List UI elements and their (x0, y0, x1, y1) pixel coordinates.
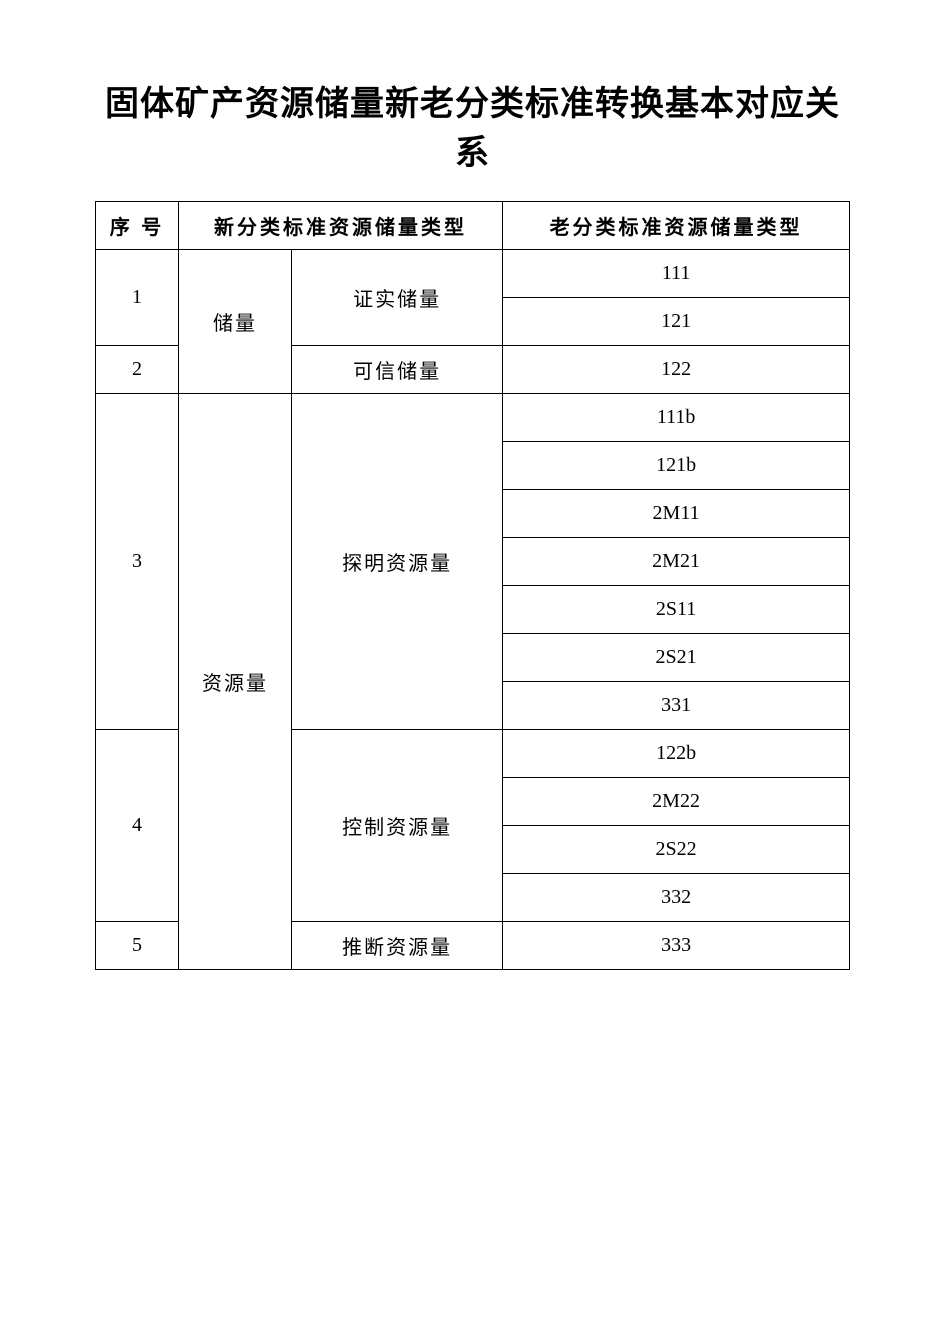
category-reserve: 储量 (178, 249, 291, 393)
table-row: 1 储量 证实储量 111 (96, 249, 850, 297)
code-cell: 2M21 (503, 537, 850, 585)
code-cell: 121b (503, 441, 850, 489)
header-old-type: 老分类标准资源储量类型 (503, 201, 850, 249)
code-cell: 2M11 (503, 489, 850, 537)
code-cell: 111 (503, 249, 850, 297)
code-cell: 2M22 (503, 777, 850, 825)
seq-cell: 5 (96, 921, 179, 969)
code-cell: 2S11 (503, 585, 850, 633)
subtype-proved-reserve: 证实储量 (292, 249, 503, 345)
seq-cell: 1 (96, 249, 179, 345)
document-page: 固体矿产资源储量新老分类标准转换基本对应关系 序 号 新分类标准资源储量类型 老… (0, 0, 945, 970)
code-cell: 2S21 (503, 633, 850, 681)
mapping-table: 序 号 新分类标准资源储量类型 老分类标准资源储量类型 1 储量 证实储量 11… (95, 201, 850, 970)
page-title: 固体矿产资源储量新老分类标准转换基本对应关系 (95, 80, 850, 179)
code-cell: 121 (503, 297, 850, 345)
header-seq: 序 号 (96, 201, 179, 249)
table-row: 3 资源量 探明资源量 111b (96, 393, 850, 441)
code-cell: 2S22 (503, 825, 850, 873)
code-cell: 111b (503, 393, 850, 441)
code-cell: 332 (503, 873, 850, 921)
subtype-controlled-resource: 控制资源量 (292, 729, 503, 921)
seq-cell: 2 (96, 345, 179, 393)
subtype-credible-reserve: 可信储量 (292, 345, 503, 393)
code-cell: 122b (503, 729, 850, 777)
seq-cell: 3 (96, 393, 179, 729)
category-resource: 资源量 (178, 393, 291, 969)
code-cell: 333 (503, 921, 850, 969)
code-cell: 331 (503, 681, 850, 729)
seq-cell: 4 (96, 729, 179, 921)
table-header-row: 序 号 新分类标准资源储量类型 老分类标准资源储量类型 (96, 201, 850, 249)
header-new-type: 新分类标准资源储量类型 (178, 201, 502, 249)
subtype-inferred-resource: 推断资源量 (292, 921, 503, 969)
code-cell: 122 (503, 345, 850, 393)
subtype-identified-resource: 探明资源量 (292, 393, 503, 729)
